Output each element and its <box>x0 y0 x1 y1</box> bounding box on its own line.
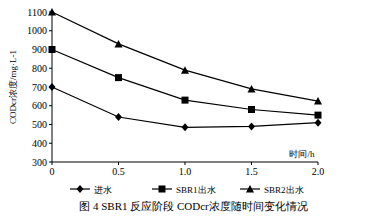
y-tick-label: 700 <box>32 82 47 93</box>
legend-label: 进水 <box>94 185 112 195</box>
y-tick-label: 500 <box>32 119 47 130</box>
legend: 进水 SBR1出水 SBR2出水 <box>70 185 304 195</box>
data-point <box>115 74 122 81</box>
title: 图 4 SBR1 反应阶段 CODcr浓度随时间变化情况 <box>79 200 308 212</box>
y-axis-label: CODcr浓度/mg·L-1 <box>8 50 18 124</box>
legend-marker <box>77 185 84 193</box>
x-tick-label: 1.0 <box>179 166 192 177</box>
x-tick-label: 0 <box>50 166 55 177</box>
legend-label: SBR1出水 <box>176 185 216 195</box>
data-point <box>115 40 123 48</box>
y-tick-label: 600 <box>32 100 47 111</box>
y-tick-label: 300 <box>32 157 47 168</box>
x-tick <box>318 162 319 165</box>
y-tick <box>49 105 52 106</box>
legend-marker <box>159 186 166 193</box>
data-point <box>48 8 56 16</box>
x-tick-label: 0.5 <box>112 166 125 177</box>
x-tick <box>251 162 252 165</box>
y-tick-label: 800 <box>32 63 47 74</box>
data-point <box>49 46 56 53</box>
data-point <box>181 66 189 74</box>
x-tick <box>185 162 186 165</box>
y-tick <box>49 68 52 69</box>
chart: 300 400 500 600 700 800 900 1000 1100 0 0.5 1.0 1.5 2… <box>0 0 387 218</box>
series <box>48 8 322 105</box>
legend-marker <box>246 185 254 193</box>
series-line <box>52 12 318 101</box>
legend-label: SBR2出水 <box>264 185 304 195</box>
data-point <box>248 106 255 113</box>
data-point <box>248 122 255 130</box>
y-tick <box>49 30 52 31</box>
y-tick-label: 1000 <box>27 25 47 36</box>
data-point <box>115 113 122 121</box>
plot-area <box>48 8 322 131</box>
x-axis-label: 时间/h <box>289 149 315 159</box>
data-point <box>248 85 256 93</box>
y-tick <box>49 143 52 144</box>
data-point <box>182 97 189 104</box>
data-point <box>314 97 322 105</box>
y-tick <box>49 124 52 125</box>
y-tick-label: 900 <box>32 44 47 55</box>
x-tick-label: 1.5 <box>245 166 258 177</box>
data-point <box>49 83 56 91</box>
x-tick-label: 2.0 <box>312 166 325 177</box>
series <box>49 83 322 131</box>
x-tick <box>118 162 119 165</box>
data-point <box>315 119 322 127</box>
x-tick <box>52 162 53 165</box>
data-point <box>182 123 189 131</box>
y-tick-label: 1100 <box>27 7 47 18</box>
data-point <box>315 112 322 119</box>
y-tick-label: 400 <box>32 138 47 149</box>
series-line <box>52 87 318 127</box>
series-line <box>52 50 318 116</box>
series <box>49 46 322 119</box>
